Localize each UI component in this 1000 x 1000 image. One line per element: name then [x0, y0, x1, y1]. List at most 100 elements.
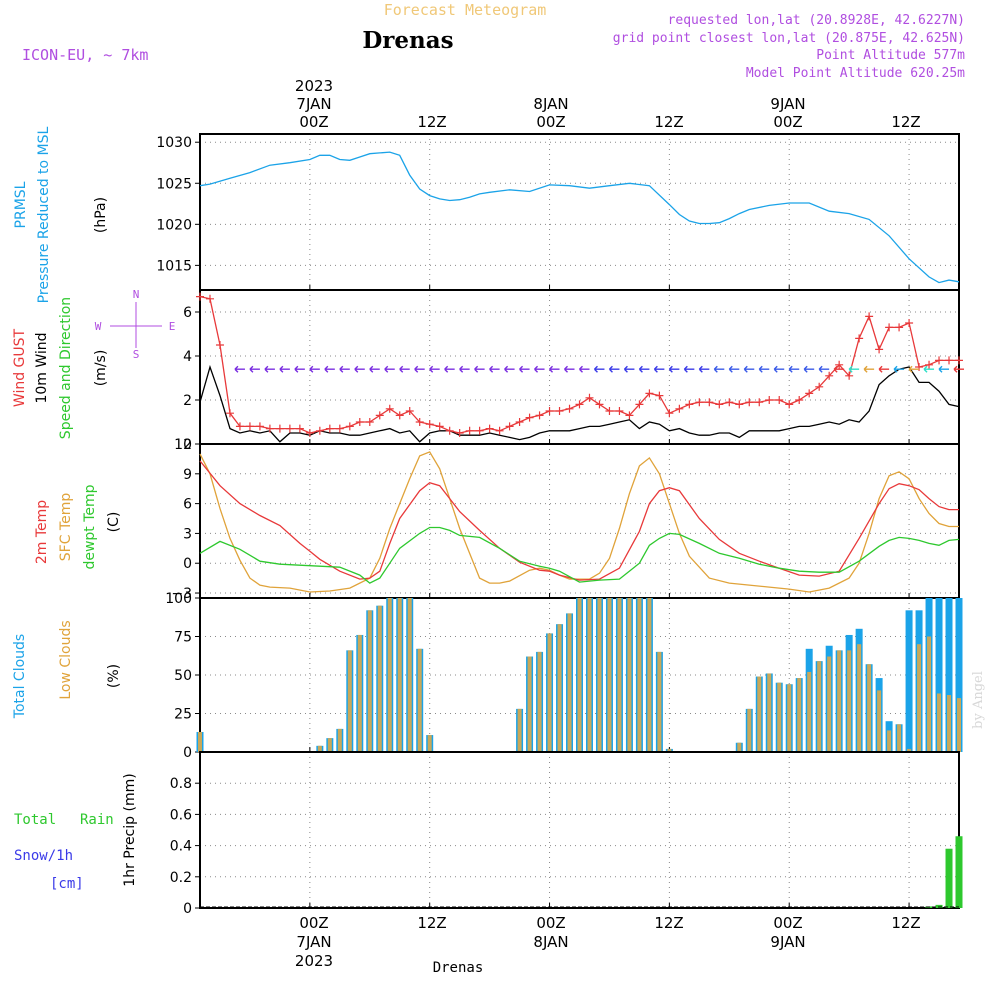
pressure-unit: (hPa): [93, 197, 109, 233]
wind-direction-arrow: [234, 365, 245, 373]
gridpoint-coords: grid point closest lon,lat (20.875E, 42.…: [613, 31, 965, 46]
precipitation-ytick-label: 0.6: [170, 807, 192, 823]
wind-gust-marker: [955, 356, 963, 365]
low-cloud-bar: [857, 644, 862, 752]
wind-direction-arrow: [743, 365, 755, 373]
low-cloud-bar: [367, 610, 372, 752]
wind-direction-arrow: [878, 365, 890, 373]
wind-gust-marker: [525, 413, 534, 422]
temperature-ytick-label: 12: [174, 437, 192, 453]
footer-location: Drenas: [433, 960, 484, 976]
hour-top-4: 12Z: [654, 113, 683, 131]
watermark: by Angel: [971, 671, 986, 729]
wind-direction-arrow: [848, 365, 860, 373]
wind-direction-arrow: [489, 365, 500, 373]
low-cloud-bar: [887, 730, 892, 752]
wind-direction-arrow: [249, 365, 260, 373]
wind-gust-marker: [615, 407, 624, 415]
wind-gust-marker: [865, 312, 874, 321]
low-cloud-bar: [567, 613, 572, 752]
wind-direction-arrow: [833, 365, 845, 373]
wind-gust-marker: [755, 398, 764, 407]
wind-direction-arrow: [534, 365, 545, 373]
wind-gust-marker: [475, 426, 484, 435]
wind-direction-arrow: [683, 365, 695, 373]
low-cloud-bar: [577, 598, 582, 752]
temperature-frame: [199, 443, 960, 599]
low-cloud-bar: [198, 731, 202, 752]
wind-direction-arrow: [638, 365, 650, 373]
low-cloud-bar: [327, 738, 332, 752]
clouds-ytick-label: 0: [183, 745, 192, 761]
total-cloud-bar: [945, 598, 953, 752]
wind-gust-marker: [575, 400, 584, 409]
wind-gust-marker: [735, 400, 744, 409]
clouds-ytick-label: 75: [174, 630, 192, 646]
wind-gust-marker: [645, 389, 654, 398]
wind-gust-marker: [265, 424, 274, 433]
wind-direction-arrow: [593, 365, 605, 373]
wind-direction-arrow: [698, 365, 710, 373]
temp-dewpt-label: dewpt Temp: [82, 484, 98, 569]
day-top-3: 9JAN: [770, 95, 805, 113]
wind-gust-marker: [945, 356, 954, 365]
pressure-labels: PRMSL Pressure Reduced to MSL (hPa): [13, 126, 109, 303]
wind-direction-arrow: [578, 365, 590, 373]
wind-direction-arrow: [608, 365, 620, 373]
wind-direction-arrow: [803, 365, 815, 373]
wind-gust-marker: [775, 396, 784, 404]
wind-direction-arrow: [668, 365, 680, 373]
wind-gust-marker: [285, 424, 294, 433]
day-top-1: 7JAN: [296, 95, 331, 113]
wind-ytick-label: 4: [183, 349, 192, 365]
wind-gust-marker: [585, 393, 594, 402]
wind-gust-marker: [695, 398, 704, 407]
wind-direction-arrow: [938, 365, 950, 373]
rain-bar: [935, 904, 943, 908]
sfc-temp-line: [199, 451, 959, 593]
year-top: 2023: [295, 77, 333, 95]
wind-gust-marker: [385, 404, 394, 413]
wind-gust-marker: [845, 371, 854, 380]
low-cloud-bar: [947, 695, 952, 752]
temperature-ytick-label: 9: [183, 467, 192, 483]
wind-ytick-label: 0: [183, 437, 192, 453]
precip-snow-label: Snow/1h: [14, 848, 73, 864]
low-cloud-bar: [387, 598, 392, 752]
wind-direction-arrow: [923, 365, 935, 373]
total-cloud-bar: [955, 598, 963, 752]
wind-gust-marker: [745, 398, 754, 407]
low-cloud-bar: [867, 664, 872, 752]
low-cloud-bar: [347, 650, 352, 752]
wind-direction-arrow: [339, 365, 350, 373]
hour-top-1: 00Z: [299, 113, 328, 131]
title-top: Forecast Meteogram: [384, 1, 547, 19]
temp-unit: (C): [106, 512, 122, 533]
low-cloud-bar: [417, 648, 422, 752]
wind-direction-arrow: [908, 365, 920, 373]
wind-gust-marker: [565, 404, 574, 413]
wind-gust-marker: [705, 398, 714, 407]
clouds-ytick-label: 100: [165, 591, 192, 607]
wind-gust-marker: [905, 319, 914, 327]
compass-w: W: [95, 320, 102, 333]
wind-gust-marker: [255, 422, 264, 431]
wind-direction-arrow: [519, 365, 530, 373]
wind-direction-arrow: [893, 365, 905, 373]
precip-cm-label: [cm]: [50, 876, 84, 892]
low-cloud-bar: [847, 650, 852, 752]
hour-bottom-6: 12Z: [891, 914, 920, 932]
wind-gust-marker: [675, 404, 684, 413]
wind-gust-marker: [795, 396, 804, 404]
hour-bottom-2: 12Z: [417, 914, 446, 932]
low-cloud-bar: [597, 598, 602, 752]
temperature-ytick-label: −3: [171, 586, 192, 602]
wind-direction-arrow: [773, 365, 785, 373]
wind-direction-arrow: [653, 365, 665, 373]
wind-direction-arrow: [504, 365, 515, 373]
day-bottom-1: 7JAN: [296, 933, 331, 951]
wind-gust-marker: [225, 409, 234, 418]
compass-s: S: [133, 348, 140, 361]
wind-gust-marker: [925, 360, 934, 369]
location-title: Drenas: [362, 27, 453, 54]
